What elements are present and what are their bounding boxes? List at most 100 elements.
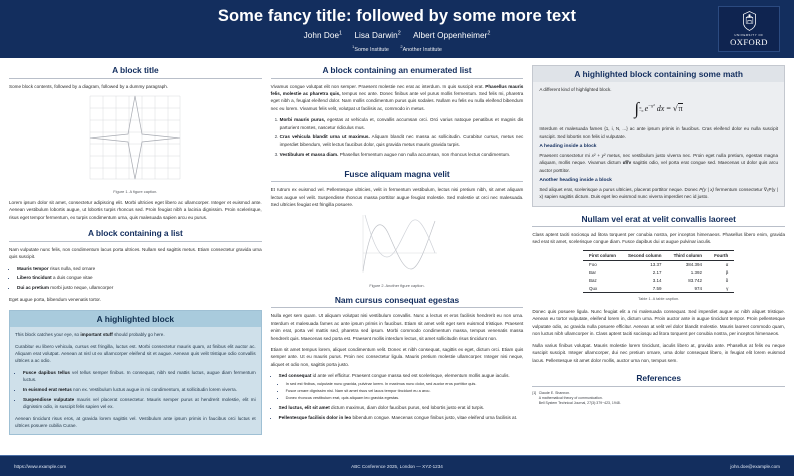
highlight-intro-text: A different kind of highlighted block. bbox=[539, 87, 612, 92]
table-row: Bar 2.17 1.392 β bbox=[583, 269, 734, 277]
list-item: Morbi mauris purus, egestas at vehicula … bbox=[280, 116, 524, 131]
logo-name: OXFORD bbox=[730, 36, 768, 47]
table-cell: 974 bbox=[667, 284, 709, 294]
highlight-body: A different kind of highlighted block. ∫… bbox=[533, 82, 784, 206]
logo-subtitle: UNIVERSITY OF bbox=[734, 33, 764, 38]
block-fusce-aliquam-magna-velit: Fusce aliquam magna velit Et rutrum ex e… bbox=[270, 169, 524, 288]
block-paragraph: Nulla eget sem quam. Ut aliquam volutpat… bbox=[270, 313, 524, 341]
column-header: First column bbox=[583, 249, 623, 261]
author-item: John Doe1 bbox=[303, 30, 343, 41]
figure-caption: Figure 2. Another figure caption. bbox=[369, 282, 425, 288]
table-cell: 3.14 bbox=[652, 277, 662, 283]
block-paragraph: Nulla varius finibus volutpat. Mauris mo… bbox=[532, 342, 786, 363]
list-item: Pellentesque facilisis dolor in leo bibe… bbox=[279, 414, 524, 421]
highlight-outro-text: Aenean tincidunt risus eros, at gravida … bbox=[15, 415, 256, 428]
block-title: A highlighted block containing some math bbox=[533, 66, 785, 82]
table-cell: 2.17 bbox=[652, 270, 662, 276]
nested-list-item: Donec rhoncus vestibulum erat, quis aliq… bbox=[286, 395, 524, 401]
block-title: References bbox=[532, 373, 786, 387]
table-row: Baz 3.14 83.742 δ bbox=[583, 276, 734, 284]
reference-author: Claude E. Shannon. bbox=[538, 390, 571, 395]
enumerated-list: Morbi mauris purus, egestas at vehicula … bbox=[271, 116, 524, 158]
table-cell: 7.59 bbox=[622, 284, 668, 294]
list-item: In euismod erat metus non ex. Vestibulum… bbox=[23, 386, 256, 393]
column-middle: A block containing an enumerated list Vi… bbox=[270, 65, 524, 455]
table-cell: Bar bbox=[589, 270, 597, 276]
reference-number: [1] bbox=[532, 390, 537, 395]
oxford-logo: UNIVERSITY OF OXFORD bbox=[718, 6, 780, 52]
block-title: A highlighted block bbox=[10, 311, 261, 328]
bullet-list: Sed consequat id ante vel efficitur. Pra… bbox=[271, 372, 524, 421]
column-right: A highlighted block containing some math… bbox=[532, 65, 786, 455]
author-affiliation-marker: 2 bbox=[397, 30, 401, 37]
institute-item: 1Some Institute bbox=[352, 44, 389, 53]
institute-item: 2Another Institute bbox=[400, 44, 442, 53]
block-paragraph: Lorem ipsum dolor sit amet, consectetur … bbox=[9, 199, 262, 220]
author-affiliation-marker: 2 bbox=[487, 30, 491, 37]
data-table: First column Second column Third column … bbox=[583, 249, 735, 294]
sub-paragraph: Sed aliquet erat, scelerisque a purus ul… bbox=[539, 186, 779, 200]
poster-body: A block title Some block contents, follo… bbox=[0, 58, 794, 455]
table-cell: γ bbox=[708, 284, 735, 294]
table-cell: 83.742 bbox=[688, 277, 703, 283]
star-diagram-icon bbox=[90, 95, 181, 180]
block-intro-text: Class aptent taciti sociosqu ad litora t… bbox=[532, 232, 786, 245]
reference-text: Claude E. Shannon. A mathematical theory… bbox=[539, 391, 621, 407]
column-header: Second column bbox=[622, 249, 668, 261]
table-row: Qux 7.59 974 γ bbox=[583, 284, 735, 294]
block-intro-text: Nam vulputate nunc felis, non condimentu… bbox=[9, 246, 262, 260]
block-title: A block containing a list bbox=[9, 228, 262, 242]
figure-2: Figure 2. Another figure caption. bbox=[271, 213, 524, 288]
list-item: Fusce dapibus tellus vel tellus semper f… bbox=[23, 369, 256, 384]
block-highlighted-math: A highlighted block containing some math… bbox=[532, 65, 786, 207]
reference-item: [1] Claude E. Shannon. A mathematical th… bbox=[532, 391, 785, 407]
highlight-intro-text: This block catches your eye, so importan… bbox=[15, 332, 165, 338]
table-row: Foo 13.37 384.394 α bbox=[583, 260, 734, 268]
block-outro-text: Eget augue porta, bibendum venenatis tor… bbox=[9, 296, 101, 302]
nested-bullet-list: In sed est finibus, vulputate nunc gravi… bbox=[279, 381, 524, 401]
bullet-list: Fusce dapibus tellus vel tellus semper f… bbox=[15, 369, 256, 411]
table-cell: Baz bbox=[589, 277, 597, 283]
table-caption: Table 1. A table caption. bbox=[638, 295, 680, 301]
oxford-crest-icon bbox=[742, 11, 756, 32]
list-item: Vestibulum et massa diam. Phasellus ferm… bbox=[280, 151, 524, 158]
block-title: Nam cursus consequat egestas bbox=[270, 295, 524, 309]
block-nam-cursus-consequat-egestas: Nam cursus consequat egestas Nulla eget … bbox=[270, 295, 524, 425]
block-paragraph: Donec quis posuere ligula. Nunc feugiat … bbox=[532, 308, 786, 337]
figure-caption: Figure 1. A figure caption. bbox=[113, 188, 158, 194]
table-cell: β bbox=[725, 270, 729, 276]
footer-email-link[interactable]: john.doe@example.com bbox=[730, 463, 780, 469]
table-cell: Foo bbox=[589, 262, 597, 268]
list-item: Suspendisse vulputate mauris vel placera… bbox=[23, 396, 256, 411]
list-item: Cras vehicula blandit urna ut maximus. A… bbox=[280, 133, 524, 148]
wave-plot-icon bbox=[362, 214, 437, 273]
page-title: Some fancy title: followed by some more … bbox=[217, 7, 577, 26]
author-list: John Doe1 Lisa Darwin2 Albert Oppenheime… bbox=[299, 30, 496, 40]
column-left: A block title Some block contents, follo… bbox=[9, 65, 262, 455]
block-a-block-containing-a-list: A block containing a list Nam vulputate … bbox=[9, 228, 262, 303]
table-header-row: First column Second column Third column … bbox=[583, 249, 735, 261]
table-cell: 13.37 bbox=[650, 262, 662, 268]
highlight-paragraph: Curabitur eu libero vehicula, cursus est… bbox=[15, 343, 256, 364]
author-item: Lisa Darwin2 bbox=[354, 30, 401, 41]
poster-footer: https://www.example.com ABC Conference 2… bbox=[0, 455, 794, 476]
block-paragraph: Etiam sit amet tempus lorem, aliquet con… bbox=[270, 347, 524, 367]
list-item: Dui ac pretium morbi justo neque, ullamc… bbox=[17, 284, 262, 291]
table-cell: Qux bbox=[583, 284, 623, 294]
block-a-block-title: A block title Some block contents, follo… bbox=[9, 65, 262, 221]
sub-heading: A heading inside a block bbox=[539, 144, 597, 150]
block-references: References [1] Claude E. Shannon. A math… bbox=[532, 373, 786, 408]
institute-list: 1Some Institute 2Another Institute bbox=[347, 44, 447, 53]
block-intro-text: Some block contents, followed by a diagr… bbox=[9, 83, 169, 89]
block-paragraph: Et rutrum ex euismod vel. Pellentesque u… bbox=[270, 187, 524, 208]
block-enumerated-list: A block containing an enumerated list Vi… bbox=[270, 65, 524, 162]
equation-following-text: Interdum et malesuada fames {1, i, N, ..… bbox=[539, 126, 779, 139]
nested-list-item: In sed est finibus, vulputate nunc gravi… bbox=[286, 381, 524, 387]
reference-title: A mathematical theory of communication. bbox=[538, 395, 603, 400]
footer-website-link[interactable]: https://www.example.com bbox=[14, 463, 67, 469]
table-cell: δ bbox=[725, 277, 729, 283]
nested-list-item: Fusce ornare dignissim nisi. Nam sit ame… bbox=[286, 388, 524, 394]
sub-heading: Another heading inside a block bbox=[539, 178, 612, 184]
figure-1: Figure 1. A figure caption. bbox=[9, 94, 262, 194]
block-intro-text: Vivamus congue volutpat elit non semper.… bbox=[270, 83, 524, 111]
